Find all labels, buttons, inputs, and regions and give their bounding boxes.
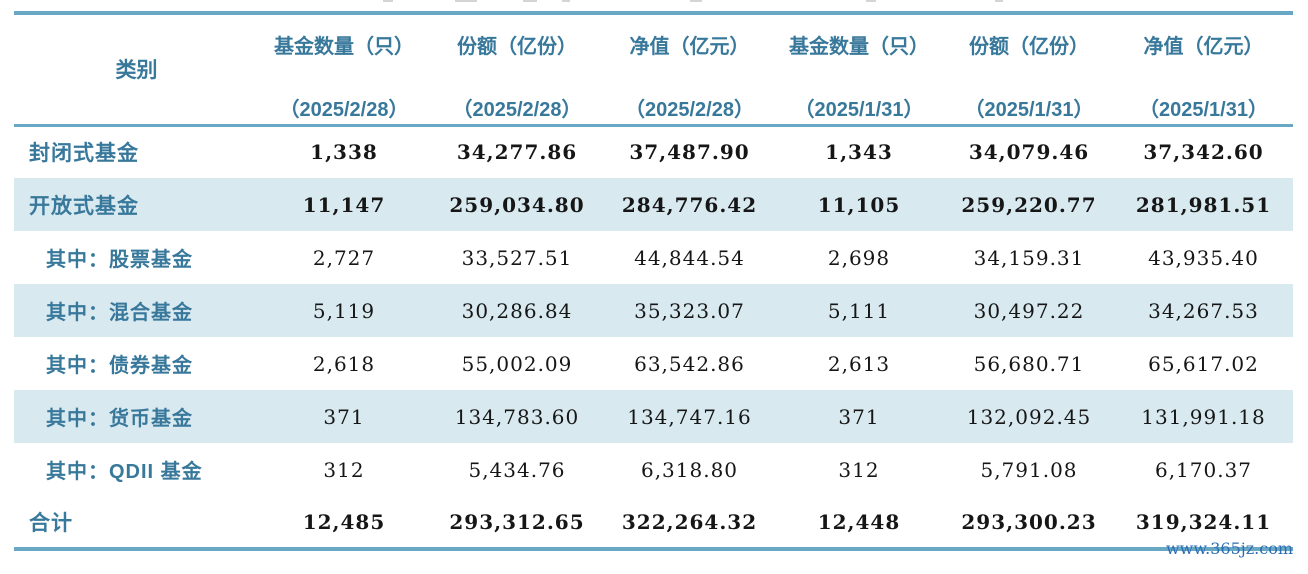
artifact-dash xyxy=(562,0,570,2)
cell-value: 134,783.60 xyxy=(454,404,580,429)
cell-value: 44,844.54 xyxy=(634,245,745,270)
table-row-equity: 其中：股票基金 2,727 33,527.51 44,844.54 2,698 … xyxy=(14,231,1293,284)
cell-value: 37,342.60 xyxy=(1143,140,1264,165)
cell-value: 322,264.32 xyxy=(621,509,758,534)
fund-statistics-table: 类别 基金数量（只） （2025/2/28） 份额（亿份） （2025/2/28… xyxy=(14,11,1293,551)
cell-value: 293,312.65 xyxy=(449,509,585,534)
cell-value: 34,079.46 xyxy=(968,140,1090,165)
column-date: （2025/1/31） xyxy=(964,99,1094,122)
artifact-dash xyxy=(383,0,393,2)
column-header-shares-feb: 份额（亿份） （2025/2/28） xyxy=(429,13,605,125)
cell-value: 33,527.51 xyxy=(461,245,573,270)
cell-value: 5,791.08 xyxy=(980,457,1078,482)
artifact-dash xyxy=(690,0,702,2)
column-title: 基金数量（只） xyxy=(789,36,929,59)
table-row-total: 合计 12,485 293,312.65 322,264.32 12,448 2… xyxy=(14,496,1293,549)
cell-value: 35,323.07 xyxy=(634,298,745,323)
column-header-count-jan: 基金数量（只） （2025/1/31） xyxy=(774,13,944,125)
cell-value: 12,448 xyxy=(817,509,901,534)
column-date: （2025/2/28） xyxy=(452,99,582,122)
table-row-open-end: 开放式基金 11,147 259,034.80 284,776.42 11,10… xyxy=(14,178,1293,231)
row-label: 其中：股票基金 xyxy=(46,249,193,271)
cell-value: 5,119 xyxy=(312,298,376,323)
cell-value: 56,680.71 xyxy=(973,351,1085,376)
row-label: 开放式基金 xyxy=(29,194,139,218)
column-title: 净值（亿元） xyxy=(629,36,750,59)
column-date: （2025/2/28） xyxy=(279,99,409,122)
table-body: 封闭式基金 1,338 34,277.86 37,487.90 1,343 34… xyxy=(14,125,1293,549)
cell-value: 6,170.37 xyxy=(1154,457,1253,482)
site-watermark: www.365jz.com xyxy=(1165,539,1293,558)
cell-value: 2,618 xyxy=(312,351,376,376)
column-header-nav-feb: 净值（亿元） （2025/2/28） xyxy=(605,13,774,125)
table-header: 类别 基金数量（只） （2025/2/28） 份额（亿份） （2025/2/28… xyxy=(14,13,1293,125)
cell-value: 284,776.42 xyxy=(621,192,758,217)
cell-value: 6,318.80 xyxy=(640,457,739,482)
artifact-dash xyxy=(866,0,876,2)
cell-value: 132,092.45 xyxy=(966,404,1092,429)
cell-value: 1,343 xyxy=(825,140,893,165)
cell-value: 55,002.09 xyxy=(461,351,573,376)
cell-value: 30,497.22 xyxy=(973,298,1085,323)
cell-value: 131,991.18 xyxy=(1141,404,1266,429)
row-label: 其中：QDII 基金 xyxy=(46,461,203,483)
cell-value: 2,727 xyxy=(312,245,376,270)
column-header-nav-jan: 净值（亿元） （2025/1/31） xyxy=(1114,13,1293,125)
cell-value: 371 xyxy=(838,404,880,429)
table-row-money-market: 其中：货币基金 371 134,783.60 134,747.16 371 13… xyxy=(14,390,1293,443)
cell-value: 319,324.11 xyxy=(1135,509,1272,534)
cell-value: 1,338 xyxy=(310,140,378,165)
cell-value: 134,747.16 xyxy=(627,404,752,429)
column-header-count-feb: 基金数量（只） （2025/2/28） xyxy=(259,13,429,125)
cell-value: 63,542.86 xyxy=(634,351,745,376)
cell-value: 293,300.23 xyxy=(961,509,1097,534)
cell-value: 12,485 xyxy=(302,509,386,534)
cell-value: 259,220.77 xyxy=(961,192,1097,217)
cell-value: 34,277.86 xyxy=(456,140,578,165)
artifact-dash xyxy=(523,0,537,2)
cell-value: 11,105 xyxy=(817,192,901,217)
header-row: 类别 基金数量（只） （2025/2/28） 份额（亿份） （2025/2/28… xyxy=(14,13,1293,125)
cell-value: 5,434.76 xyxy=(468,457,566,482)
cell-value: 30,286.84 xyxy=(461,298,573,323)
row-label: 其中：债券基金 xyxy=(46,355,193,377)
column-header-shares-jan: 份额（亿份） （2025/1/31） xyxy=(944,13,1114,125)
column-title: 净值（亿元） xyxy=(1143,36,1264,59)
cell-value: 11,147 xyxy=(302,192,386,217)
row-label: 其中：货币基金 xyxy=(46,408,193,430)
cell-value: 312 xyxy=(323,457,365,482)
column-date: （2025/2/28） xyxy=(625,99,754,122)
row-label: 封闭式基金 xyxy=(29,142,139,166)
table-row-qdii: 其中：QDII 基金 312 5,434.76 6,318.80 312 5,7… xyxy=(14,443,1293,496)
cell-value: 65,617.02 xyxy=(1148,351,1259,376)
cell-value: 259,034.80 xyxy=(449,192,585,217)
artifact-dash xyxy=(455,0,477,2)
category-header-label: 类别 xyxy=(115,59,158,83)
cell-value: 37,487.90 xyxy=(629,140,750,165)
column-title: 份额（亿份） xyxy=(457,36,577,59)
column-title: 份额（亿份） xyxy=(969,36,1089,59)
cell-value: 34,267.53 xyxy=(1148,298,1259,323)
table-row-bond: 其中：债券基金 2,618 55,002.09 63,542.86 2,613 … xyxy=(14,337,1293,390)
cell-value: 2,698 xyxy=(827,245,891,270)
cell-value: 5,111 xyxy=(827,298,891,323)
row-label: 其中：混合基金 xyxy=(46,302,193,324)
cell-value: 312 xyxy=(838,457,880,482)
column-title: 基金数量（只） xyxy=(274,36,414,59)
table-row-closed-end: 封闭式基金 1,338 34,277.86 37,487.90 1,343 34… xyxy=(14,125,1293,178)
row-label: 合计 xyxy=(29,511,73,535)
artifact-dash xyxy=(995,0,1003,2)
cell-value: 281,981.51 xyxy=(1135,192,1272,217)
column-date: （2025/1/31） xyxy=(1139,99,1268,122)
cell-value: 43,935.40 xyxy=(1148,245,1259,270)
column-date: （2025/1/31） xyxy=(794,99,924,122)
column-header-category: 类别 xyxy=(14,13,259,125)
cell-value: 34,159.31 xyxy=(973,245,1085,270)
cell-value: 2,613 xyxy=(827,351,891,376)
cell-value: 371 xyxy=(323,404,365,429)
table-row-hybrid: 其中：混合基金 5,119 30,286.84 35,323.07 5,111 … xyxy=(14,284,1293,337)
